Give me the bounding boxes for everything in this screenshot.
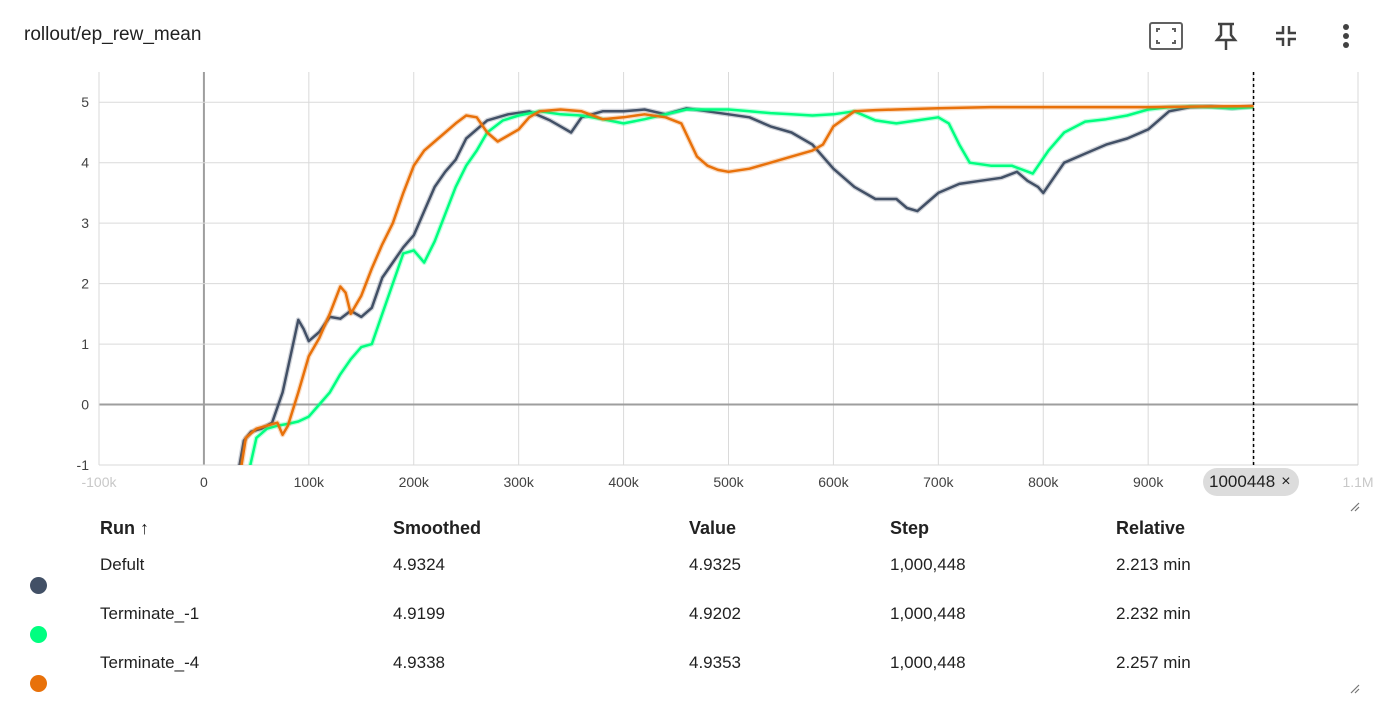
step-value: 1,000,448 [890,604,966,623]
col-relative-header[interactable]: Relative [1116,518,1186,538]
col-run-header[interactable]: Run ↑ [100,518,149,538]
y-tick-label: 1 [81,336,89,352]
x-tick-label: 400k [608,474,639,490]
step-value: 1,000,448 [890,653,966,672]
y-tick-label: 4 [81,155,89,171]
x-tick-label: 100k [294,474,325,490]
smoothed-value: 4.9199 [393,604,445,623]
step-chip-label: 1000448 [1209,472,1276,491]
x-axis-ticks: -100k 0 100k 200k 300k 400k 500k 600k 700k 800k 90… [81,474,1373,490]
x-tick-label: 700k [923,474,954,490]
x-tick-label: 0 [200,474,208,490]
y-tick-label: -1 [77,457,90,473]
run-name: Defult [100,555,145,574]
resize-handle-icon[interactable] [1348,500,1360,512]
pin-icon [1214,22,1238,50]
y-axis-ticks: -1 0 1 2 3 4 5 [77,94,90,473]
col-smoothed-header[interactable]: Smoothed [393,518,481,538]
table-row[interactable]: Terminate_-1 4.9199 4.9202 1,000,448 2.2… [0,604,1384,653]
x-tick-label: 300k [503,474,534,490]
x-tick-label: 200k [399,474,430,490]
chart-series [237,103,1254,465]
smoothed-value: 4.9338 [393,653,445,672]
y-tick-label: 2 [81,276,89,292]
chart-toolbar [1148,18,1364,54]
chart-title: rollout/ep_rew_mean [24,24,202,45]
x-tick-label: 900k [1133,474,1164,490]
series-line [240,104,1254,465]
y-tick-label: 0 [81,397,89,413]
run-color-dot [30,675,47,692]
table-row[interactable]: Defult 4.9324 4.9325 1,000,448 2.213 min [0,555,1384,604]
y-tick-label: 5 [81,94,89,110]
relative-time: 2.257 min [1116,653,1191,672]
x-tick-label: -100k [81,474,117,490]
col-value-header[interactable]: Value [689,518,737,538]
line-chart[interactable]: -100k 0 100k 200k 300k 400k 500k 600k 700k 800k 90… [0,60,1384,505]
y-tick-label: 3 [81,215,89,231]
x-tick-label: 800k [1028,474,1059,490]
fit-to-screen-button[interactable] [1148,18,1184,54]
resize-handle-icon[interactable] [1348,682,1360,694]
relative-time: 2.232 min [1116,604,1191,623]
x-tick-label: 600k [818,474,849,490]
step-value: 1,000,448 [890,555,966,574]
run-color-dot [30,626,47,643]
pin-button[interactable] [1208,18,1244,54]
series-line [249,105,1254,465]
smoothed-value: 4.9324 [393,555,445,574]
run-color-dot [30,577,47,594]
raw-value: 4.9353 [689,653,741,672]
more-options-button[interactable] [1328,18,1364,54]
series-line [238,105,1254,465]
table-row[interactable]: Terminate_-4 4.9338 4.9353 1,000,448 2.2… [0,653,1384,702]
raw-value: 4.9325 [689,555,741,574]
chart-grid [98,72,1359,466]
collapse-button[interactable] [1268,18,1304,54]
x-tick-label: 500k [713,474,744,490]
fit-to-screen-icon [1149,22,1183,50]
series-halo [247,104,1254,465]
close-icon[interactable]: × [1281,473,1291,490]
step-chip[interactable]: 1000448 × [1203,468,1299,496]
collapse-icon [1276,26,1296,46]
run-name: Terminate_-1 [100,604,200,623]
x-tick-label: 1.1M [1342,474,1373,490]
relative-time: 2.213 min [1116,555,1191,574]
col-step-header[interactable]: Step [890,518,930,538]
run-name: Terminate_-4 [100,653,200,672]
more-vert-icon [1343,24,1349,48]
raw-value: 4.9202 [689,604,741,623]
